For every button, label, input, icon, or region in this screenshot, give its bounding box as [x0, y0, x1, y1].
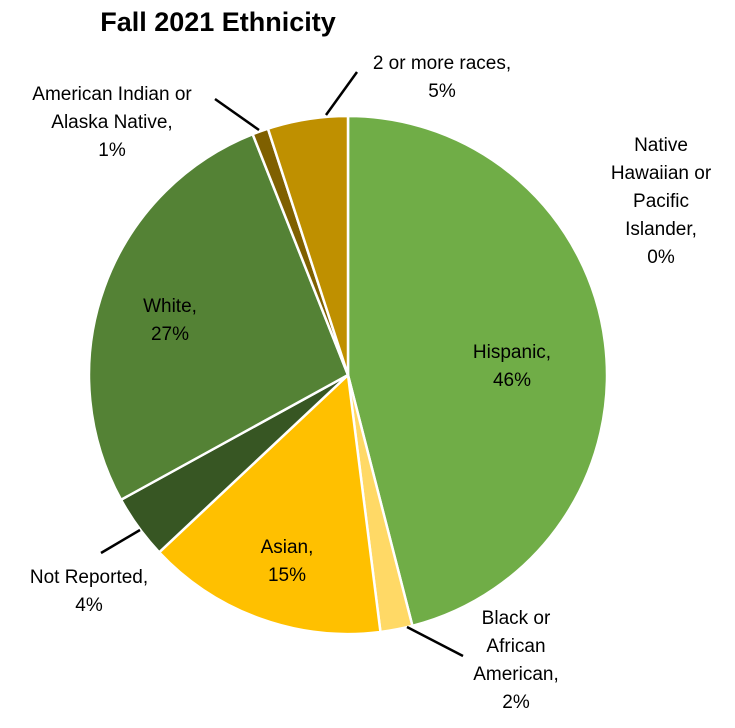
- slice-label-hispanic: Hispanic, 46%: [473, 342, 551, 391]
- pie-slices: [87, 114, 609, 636]
- slice-label-not-reported: Not Reported, 4%: [30, 567, 148, 616]
- slice-label-line: Black or: [482, 608, 551, 629]
- slice-label-line: 0%: [647, 247, 675, 268]
- slice-label-two-or-more: 2 or more races, 5%: [373, 53, 511, 102]
- slice-label-line: White,: [143, 296, 197, 317]
- leader-line-two-or-more: [324, 71, 359, 116]
- slice-label-native-hawaiian: Native Hawaiian or Pacific Islander, 0%: [611, 135, 712, 268]
- leader-line-black: [406, 625, 464, 658]
- slice-label-line: 2%: [502, 692, 530, 713]
- slice-label-black: Black or African American, 2%: [473, 608, 559, 713]
- slice-label-line: 2 or more races,: [373, 53, 511, 74]
- slice-label-line: Alaska Native,: [51, 112, 172, 133]
- chart-title: Fall 2021 Ethnicity: [100, 7, 336, 37]
- slice-label-line: 27%: [151, 324, 189, 345]
- slice-label-line: American,: [473, 664, 559, 685]
- slice-label-american-indian: American Indian or Alaska Native, 1%: [32, 84, 192, 161]
- pie-slice-two-or-more: [266, 114, 350, 377]
- pie-slice-white: [87, 132, 350, 502]
- leader-line-not-reported: [100, 528, 141, 555]
- slice-label-line: Islander,: [625, 219, 697, 240]
- slice-label-line: Hispanic,: [473, 342, 551, 363]
- slice-label-white: White, 27%: [143, 296, 197, 345]
- slice-label-line: Hawaiian or: [611, 163, 712, 184]
- slice-label-line: Not Reported,: [30, 567, 148, 588]
- slice-label-line: 4%: [75, 595, 103, 616]
- slice-label-line: Asian,: [261, 537, 314, 558]
- slice-label-line: 15%: [268, 565, 306, 586]
- leader-lines: [100, 71, 464, 658]
- slice-label-line: African: [486, 636, 545, 657]
- leader-line-american-indian: [214, 97, 260, 132]
- slice-label-asian: Asian, 15%: [261, 537, 314, 586]
- pie-slice-hispanic: [346, 114, 609, 628]
- pie-slice-asian: [157, 373, 382, 636]
- slice-label-line: 1%: [98, 140, 126, 161]
- slice-label-line: Native: [634, 135, 688, 156]
- slice-labels: Hispanic, 46% Black or African American, 2% As…: [30, 53, 712, 713]
- slice-label-line: 46%: [493, 370, 531, 391]
- slice-label-line: American Indian or: [32, 84, 192, 105]
- slice-label-line: 5%: [428, 81, 456, 102]
- slice-label-line: Pacific: [633, 191, 689, 212]
